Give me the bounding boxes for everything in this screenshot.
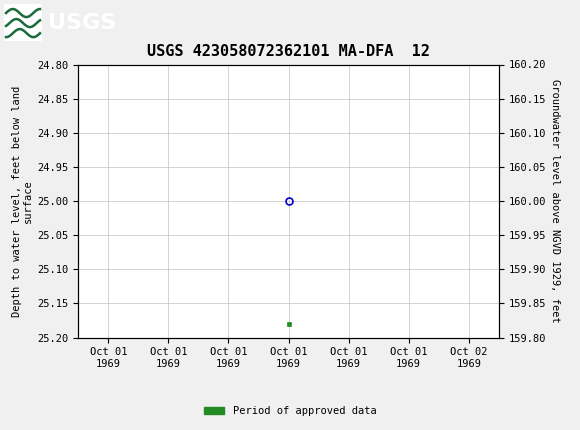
Y-axis label: Depth to water level, feet below land
surface: Depth to water level, feet below land su… xyxy=(12,86,33,316)
Bar xyxy=(4,4,42,41)
Text: USGS: USGS xyxy=(48,13,116,33)
Legend: Period of approved data: Period of approved data xyxy=(200,402,380,421)
Y-axis label: Groundwater level above NGVD 1929, feet: Groundwater level above NGVD 1929, feet xyxy=(550,79,560,323)
Title: USGS 423058072362101 MA-DFA  12: USGS 423058072362101 MA-DFA 12 xyxy=(147,44,430,59)
